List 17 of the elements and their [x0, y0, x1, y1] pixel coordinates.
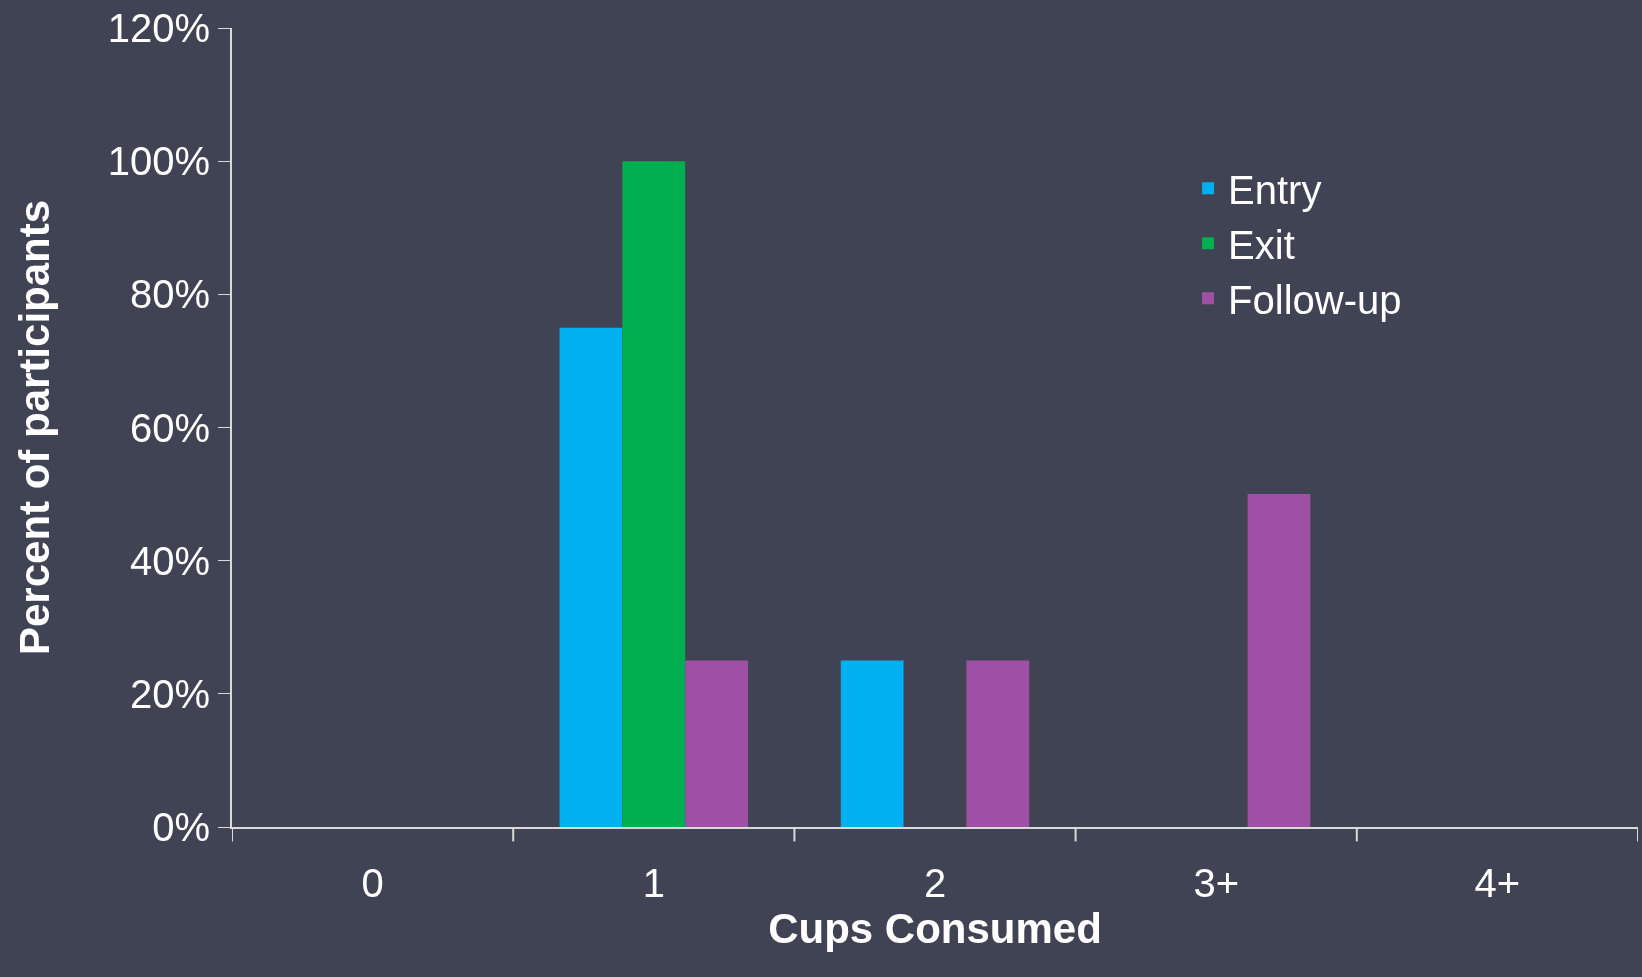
y-tick-label: 0% [152, 805, 210, 849]
legend-label: Follow-up [1228, 277, 1402, 322]
x-tick-label: 4+ [1474, 861, 1521, 905]
legend-label: Exit [1228, 222, 1295, 267]
y-tick-label: 100% [107, 139, 210, 184]
x-tick-label: 2 [923, 861, 947, 905]
x-tick-label: 0 [361, 861, 384, 905]
x-tick-label: 3+ [1193, 861, 1239, 905]
y-tick-label: 40% [129, 538, 210, 583]
y-axis-title: Percent of participants [10, 199, 58, 656]
x-tick-label: 1 [642, 861, 665, 905]
legend-label: Entry [1228, 167, 1322, 212]
y-tick-label: 20% [129, 671, 210, 716]
y-tick-label: 120% [107, 6, 210, 50]
x-axis-title: Cups Consumed [768, 905, 1102, 953]
y-tick-label: 80% [129, 272, 210, 317]
y-tick-label: 60% [129, 405, 210, 450]
